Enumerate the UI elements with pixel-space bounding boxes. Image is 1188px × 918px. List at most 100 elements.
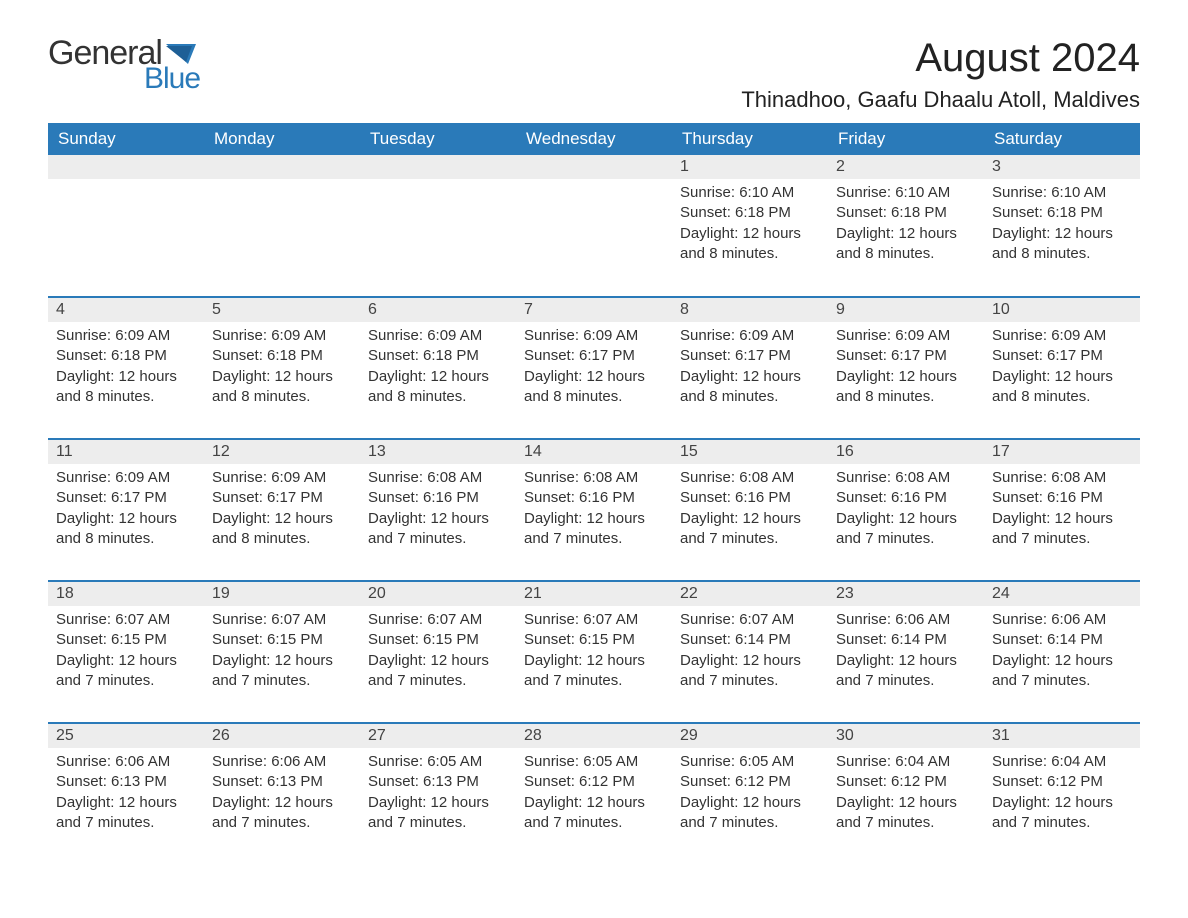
sunrise-text: Sunrise: 6:04 AM: [836, 752, 976, 772]
daylight-text: Daylight: 12 hours and 7 minutes.: [680, 509, 820, 550]
sunrise-text: Sunrise: 6:08 AM: [992, 468, 1132, 488]
day-details: Sunrise: 6:06 AMSunset: 6:13 PMDaylight:…: [204, 748, 360, 841]
calendar-cell: 10Sunrise: 6:09 AMSunset: 6:17 PMDayligh…: [984, 297, 1140, 439]
sunset-text: Sunset: 6:16 PM: [992, 488, 1132, 508]
sunrise-text: Sunrise: 6:09 AM: [524, 326, 664, 346]
day-details: Sunrise: 6:05 AMSunset: 6:12 PMDaylight:…: [672, 748, 828, 841]
day-details: Sunrise: 6:07 AMSunset: 6:15 PMDaylight:…: [204, 606, 360, 699]
sunrise-text: Sunrise: 6:10 AM: [992, 183, 1132, 203]
day-number: 23: [828, 582, 984, 606]
calendar-cell: 23Sunrise: 6:06 AMSunset: 6:14 PMDayligh…: [828, 581, 984, 723]
sunset-text: Sunset: 6:17 PM: [836, 346, 976, 366]
calendar-cell: [516, 155, 672, 297]
day-number: 6: [360, 298, 516, 322]
sunset-text: Sunset: 6:18 PM: [212, 346, 352, 366]
day-details: Sunrise: 6:09 AMSunset: 6:18 PMDaylight:…: [360, 322, 516, 415]
day-header: Thursday: [672, 123, 828, 155]
sunrise-text: Sunrise: 6:08 AM: [368, 468, 508, 488]
calendar-cell: 5Sunrise: 6:09 AMSunset: 6:18 PMDaylight…: [204, 297, 360, 439]
calendar-cell: 8Sunrise: 6:09 AMSunset: 6:17 PMDaylight…: [672, 297, 828, 439]
calendar-week: 4Sunrise: 6:09 AMSunset: 6:18 PMDaylight…: [48, 297, 1140, 439]
day-header: Wednesday: [516, 123, 672, 155]
sunset-text: Sunset: 6:17 PM: [992, 346, 1132, 366]
sunrise-text: Sunrise: 6:10 AM: [680, 183, 820, 203]
day-details: Sunrise: 6:07 AMSunset: 6:15 PMDaylight:…: [360, 606, 516, 699]
day-number: 25: [48, 724, 204, 748]
calendar-cell: 21Sunrise: 6:07 AMSunset: 6:15 PMDayligh…: [516, 581, 672, 723]
sunrise-text: Sunrise: 6:04 AM: [992, 752, 1132, 772]
calendar-cell: 28Sunrise: 6:05 AMSunset: 6:12 PMDayligh…: [516, 723, 672, 865]
calendar-cell: 17Sunrise: 6:08 AMSunset: 6:16 PMDayligh…: [984, 439, 1140, 581]
sunset-text: Sunset: 6:16 PM: [680, 488, 820, 508]
calendar-cell: 11Sunrise: 6:09 AMSunset: 6:17 PMDayligh…: [48, 439, 204, 581]
calendar-cell: 3Sunrise: 6:10 AMSunset: 6:18 PMDaylight…: [984, 155, 1140, 297]
day-details: Sunrise: 6:10 AMSunset: 6:18 PMDaylight:…: [672, 179, 828, 272]
sunrise-text: Sunrise: 6:06 AM: [56, 752, 196, 772]
sunset-text: Sunset: 6:18 PM: [992, 203, 1132, 223]
day-details: Sunrise: 6:10 AMSunset: 6:18 PMDaylight:…: [984, 179, 1140, 272]
sunrise-text: Sunrise: 6:06 AM: [212, 752, 352, 772]
sunset-text: Sunset: 6:15 PM: [524, 630, 664, 650]
calendar-cell: 20Sunrise: 6:07 AMSunset: 6:15 PMDayligh…: [360, 581, 516, 723]
calendar-cell: [360, 155, 516, 297]
day-number: 29: [672, 724, 828, 748]
daylight-text: Daylight: 12 hours and 8 minutes.: [56, 367, 196, 408]
sunset-text: Sunset: 6:13 PM: [56, 772, 196, 792]
day-details: Sunrise: 6:08 AMSunset: 6:16 PMDaylight:…: [516, 464, 672, 557]
sunrise-text: Sunrise: 6:08 AM: [836, 468, 976, 488]
calendar-cell: 2Sunrise: 6:10 AMSunset: 6:18 PMDaylight…: [828, 155, 984, 297]
day-details: Sunrise: 6:09 AMSunset: 6:17 PMDaylight:…: [516, 322, 672, 415]
day-header-row: Sunday Monday Tuesday Wednesday Thursday…: [48, 123, 1140, 155]
sunset-text: Sunset: 6:12 PM: [524, 772, 664, 792]
sunset-text: Sunset: 6:12 PM: [680, 772, 820, 792]
calendar-cell: 12Sunrise: 6:09 AMSunset: 6:17 PMDayligh…: [204, 439, 360, 581]
day-number: 4: [48, 298, 204, 322]
daylight-text: Daylight: 12 hours and 7 minutes.: [524, 651, 664, 692]
calendar-cell: 4Sunrise: 6:09 AMSunset: 6:18 PMDaylight…: [48, 297, 204, 439]
sunset-text: Sunset: 6:17 PM: [524, 346, 664, 366]
calendar-cell: 15Sunrise: 6:08 AMSunset: 6:16 PMDayligh…: [672, 439, 828, 581]
day-details: Sunrise: 6:08 AMSunset: 6:16 PMDaylight:…: [672, 464, 828, 557]
daylight-text: Daylight: 12 hours and 7 minutes.: [212, 651, 352, 692]
calendar-week: 11Sunrise: 6:09 AMSunset: 6:17 PMDayligh…: [48, 439, 1140, 581]
daylight-text: Daylight: 12 hours and 8 minutes.: [212, 509, 352, 550]
daylight-text: Daylight: 12 hours and 7 minutes.: [524, 793, 664, 834]
day-number: 8: [672, 298, 828, 322]
day-number: 1: [672, 155, 828, 179]
daylight-text: Daylight: 12 hours and 7 minutes.: [368, 793, 508, 834]
day-number: 2: [828, 155, 984, 179]
daylight-text: Daylight: 12 hours and 7 minutes.: [56, 651, 196, 692]
sunrise-text: Sunrise: 6:07 AM: [368, 610, 508, 630]
sunrise-text: Sunrise: 6:05 AM: [368, 752, 508, 772]
day-details: Sunrise: 6:08 AMSunset: 6:16 PMDaylight:…: [984, 464, 1140, 557]
calendar-cell: 1Sunrise: 6:10 AMSunset: 6:18 PMDaylight…: [672, 155, 828, 297]
calendar-cell: 30Sunrise: 6:04 AMSunset: 6:12 PMDayligh…: [828, 723, 984, 865]
day-number: 5: [204, 298, 360, 322]
sunset-text: Sunset: 6:14 PM: [836, 630, 976, 650]
calendar-cell: 9Sunrise: 6:09 AMSunset: 6:17 PMDaylight…: [828, 297, 984, 439]
day-number: [516, 155, 672, 179]
day-header: Monday: [204, 123, 360, 155]
sunset-text: Sunset: 6:12 PM: [836, 772, 976, 792]
daylight-text: Daylight: 12 hours and 8 minutes.: [836, 224, 976, 265]
daylight-text: Daylight: 12 hours and 7 minutes.: [836, 509, 976, 550]
day-details: Sunrise: 6:07 AMSunset: 6:14 PMDaylight:…: [672, 606, 828, 699]
logo-text-blue: Blue: [144, 64, 200, 94]
daylight-text: Daylight: 12 hours and 8 minutes.: [992, 224, 1132, 265]
day-number: [48, 155, 204, 179]
calendar-cell: [204, 155, 360, 297]
day-number: 7: [516, 298, 672, 322]
sunrise-text: Sunrise: 6:06 AM: [836, 610, 976, 630]
day-number: [360, 155, 516, 179]
calendar-week: 18Sunrise: 6:07 AMSunset: 6:15 PMDayligh…: [48, 581, 1140, 723]
calendar-table: Sunday Monday Tuesday Wednesday Thursday…: [48, 123, 1140, 865]
sunset-text: Sunset: 6:15 PM: [368, 630, 508, 650]
sunrise-text: Sunrise: 6:09 AM: [56, 326, 196, 346]
sunrise-text: Sunrise: 6:07 AM: [56, 610, 196, 630]
daylight-text: Daylight: 12 hours and 8 minutes.: [836, 367, 976, 408]
day-number: [204, 155, 360, 179]
sunrise-text: Sunrise: 6:07 AM: [212, 610, 352, 630]
title-block: August 2024 Thinadhoo, Gaafu Dhaalu Atol…: [741, 36, 1140, 113]
month-title: August 2024: [741, 36, 1140, 81]
day-details: Sunrise: 6:09 AMSunset: 6:17 PMDaylight:…: [984, 322, 1140, 415]
